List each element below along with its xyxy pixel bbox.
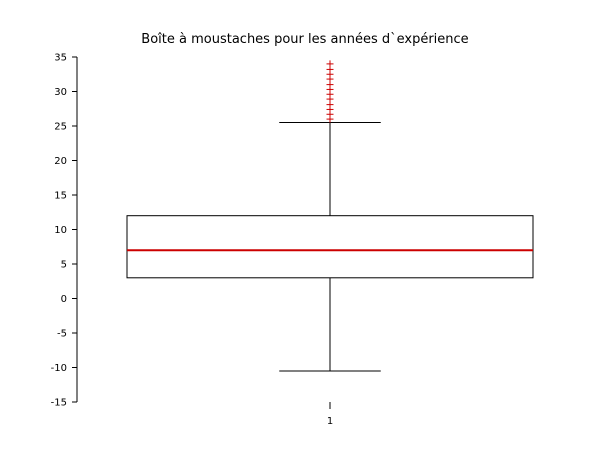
y-tick-label: -15 [51, 398, 67, 409]
y-tick-label: 35 [54, 53, 67, 64]
y-tick-label: -5 [57, 329, 67, 340]
y-tick-label: 5 [61, 260, 67, 271]
y-tick-label: 25 [54, 122, 67, 133]
x-tick-label: 1 [327, 416, 333, 427]
y-tick-label: 30 [54, 87, 67, 98]
y-tick-label: -10 [51, 363, 67, 374]
y-tick-label: 20 [54, 156, 67, 167]
x-axis-ticks: 1 [327, 402, 333, 427]
y-axis-ticks: -15 -10 -5 0 5 10 15 20 25 30 35 [51, 53, 77, 409]
box-group [126, 60, 534, 372]
outlier-point [326, 60, 334, 68]
chart-title: Boîte à moustaches pour les années d`exp… [141, 32, 468, 47]
y-tick-label: 0 [61, 294, 67, 305]
y-tick-label: 15 [54, 191, 67, 202]
y-tick-label: 10 [54, 225, 67, 236]
iqr-box [126, 215, 534, 279]
